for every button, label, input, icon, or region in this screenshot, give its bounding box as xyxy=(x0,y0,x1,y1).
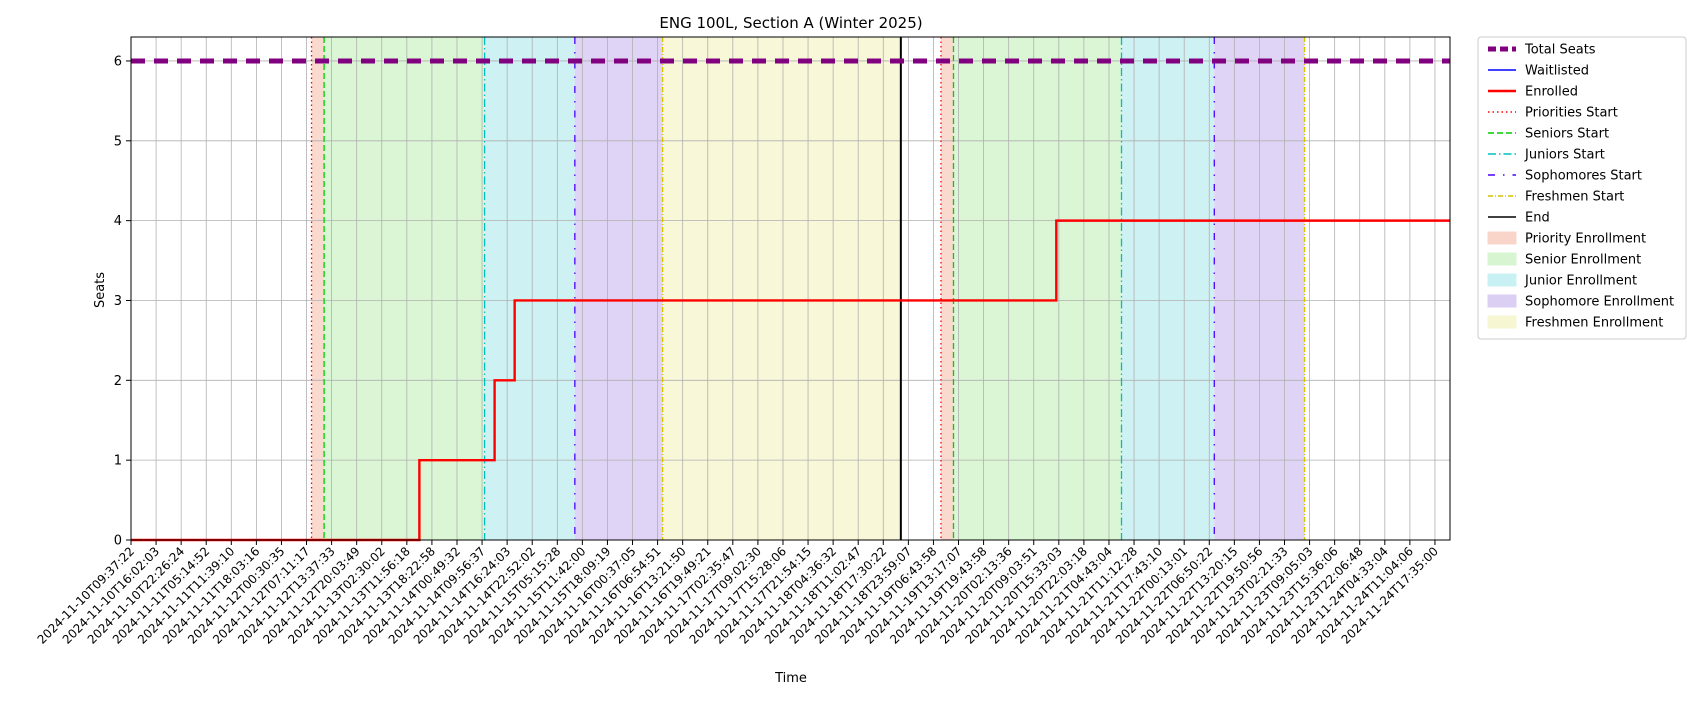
chart-title: ENG 100L, Section A (Winter 2025) xyxy=(659,14,922,32)
legend-swatch-priority-enrollment xyxy=(1487,231,1517,245)
y-tick-label: 2 xyxy=(114,374,122,389)
y-tick-label: 6 xyxy=(114,54,122,69)
plot-area: 01234562024-11-10T09:37:222024-11-10T16:… xyxy=(35,36,1451,647)
legend-swatch-senior-enrollment xyxy=(1487,252,1517,266)
shaded-region-priority-enrollment xyxy=(940,37,954,540)
shaded-region-junior-enrollment xyxy=(1121,37,1215,540)
y-tick-label: 4 xyxy=(114,214,122,229)
shaded-region-priority-enrollment xyxy=(311,37,325,540)
y-tick-label: 5 xyxy=(114,134,122,149)
shaded-region-sophomore-enrollment xyxy=(574,37,663,540)
legend-label-juniors-start: Juniors Start xyxy=(1524,148,1605,163)
legend-swatch-freshmen-enrollment xyxy=(1487,315,1517,329)
x-axis-label: Time xyxy=(774,671,807,686)
legend-label-enrolled: Enrolled xyxy=(1525,85,1578,100)
legend-label-priority-enrollment: Priority Enrollment xyxy=(1525,232,1646,247)
legend-label-total-seats: Total Seats xyxy=(1524,43,1596,58)
legend-swatch-sophomore-enrollment xyxy=(1487,294,1517,308)
y-tick-label: 0 xyxy=(114,534,122,549)
y-tick-label: 3 xyxy=(114,294,122,309)
legend-label-senior-enrollment: Senior Enrollment xyxy=(1525,253,1641,268)
shaded-region-senior-enrollment xyxy=(953,37,1122,540)
legend-label-priorities-start: Priorities Start xyxy=(1525,106,1618,121)
legend-box xyxy=(1477,36,1687,340)
shaded-region-junior-enrollment xyxy=(484,37,575,540)
shaded-region-senior-enrollment xyxy=(324,37,485,540)
series-enrolled xyxy=(131,219,1450,542)
axes-frame xyxy=(130,36,1451,541)
legend-label-end: End xyxy=(1525,211,1550,226)
shaded-region-freshmen-enrollment xyxy=(662,37,901,540)
legend-label-freshmen-start: Freshmen Start xyxy=(1525,190,1624,205)
legend-label-freshmen-enrollment: Freshmen Enrollment xyxy=(1525,316,1663,331)
legend-label-sophomore-enrollment: Sophomore Enrollment xyxy=(1525,295,1674,310)
legend-label-seniors-start: Seniors Start xyxy=(1525,127,1609,142)
legend-swatch-junior-enrollment xyxy=(1487,273,1517,287)
legend-label-junior-enrollment: Junior Enrollment xyxy=(1524,274,1637,289)
legend-label-waitlisted: Waitlisted xyxy=(1525,64,1589,79)
legend: Total Seats Waitlisted Enrolled Priorities … xyxy=(1477,36,1687,340)
legend-label-sophomores-start: Sophomores Start xyxy=(1525,169,1642,184)
y-axis-label: Seats xyxy=(93,272,108,308)
y-tick-label: 1 xyxy=(114,454,122,469)
